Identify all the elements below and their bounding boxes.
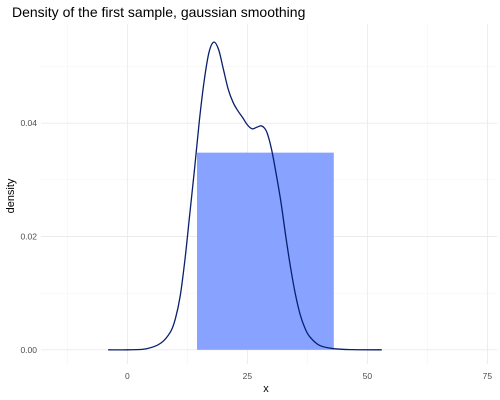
density-line [108, 41, 382, 351]
x-axis-label: x [263, 383, 269, 395]
histogram-bar [197, 152, 334, 350]
y-tick-labels: 0.00 0.02 0.04 [20, 118, 37, 355]
y-tick-label: 0.04 [20, 118, 37, 128]
density-lines [108, 41, 382, 351]
x-tick-labels: 0 25 50 75 [125, 371, 492, 381]
y-axis-label: density [5, 178, 17, 213]
bars [197, 152, 334, 350]
x-tick-label: 50 [363, 371, 373, 381]
x-tick-label: 75 [483, 371, 493, 381]
y-tick-label: 0.02 [20, 232, 37, 242]
x-tick-label: 0 [125, 371, 130, 381]
y-tick-label: 0.00 [20, 345, 37, 355]
chart-title: Density of the first sample, gaussian sm… [12, 4, 305, 20]
x-tick-label: 25 [243, 371, 253, 381]
